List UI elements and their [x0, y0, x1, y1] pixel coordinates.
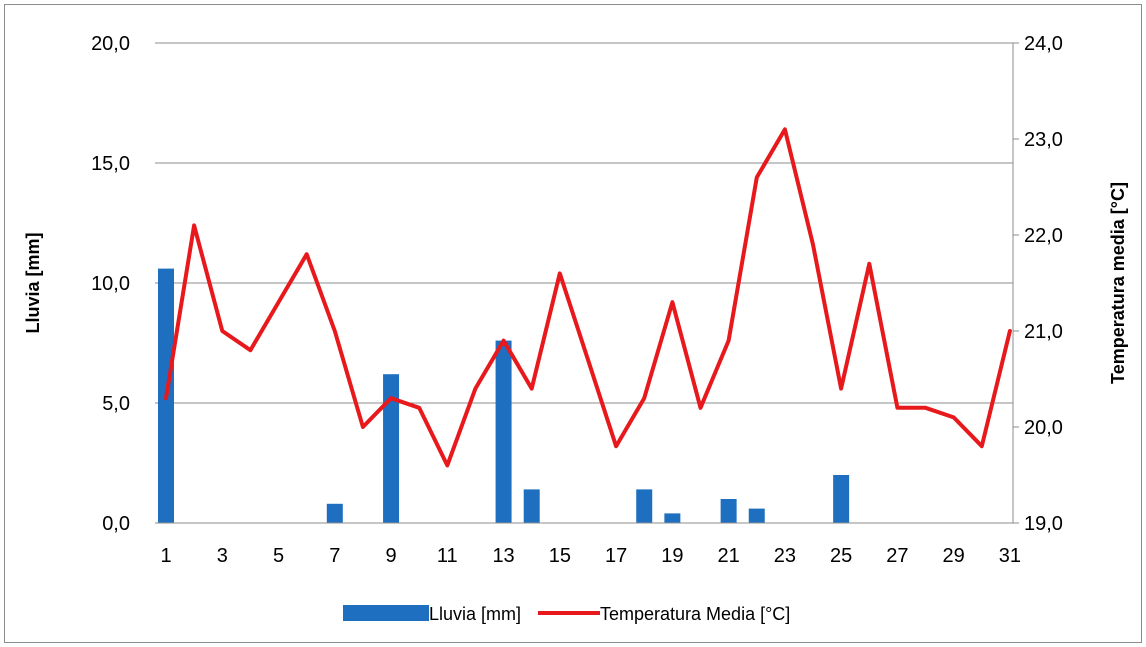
y2-tick-label: 19,0: [1024, 513, 1063, 535]
x-tick-label: 31: [999, 545, 1021, 567]
x-tick-label: 27: [886, 545, 908, 567]
rain-bar: [833, 475, 850, 523]
y-tick-label: 15,0: [91, 153, 130, 175]
rain-bar: [495, 340, 512, 523]
x-tick-label: 11: [437, 545, 458, 567]
temperature-series-line: [164, 127, 1012, 468]
x-tick-label: 13: [492, 545, 514, 567]
left-tick-labels: 0,0 5,0 10,0 15,0 20,0: [91, 33, 130, 535]
legend-bar-swatch: [343, 605, 429, 621]
x-tick-labels: 1 3 5 7 9 11 13 15 17 19 21 23 25 27 29 31: [160, 545, 1021, 567]
legend: Lluvia [mm] Temperatura Media [°C]: [343, 604, 790, 624]
y-tick-label: 5,0: [102, 393, 130, 415]
x-tick-label: 7: [329, 545, 340, 567]
x-tick-label: 21: [717, 545, 739, 567]
y-tick-label: 10,0: [91, 273, 130, 295]
right-tick-labels: 19,0 20,0 21,0 22,0 23,0 24,0: [1024, 33, 1063, 535]
rain-bar: [720, 499, 737, 523]
y2-tick-label: 22,0: [1024, 225, 1063, 247]
x-tick-label: 19: [661, 545, 683, 567]
y-tick-label: 20,0: [91, 33, 130, 55]
x-tick-label: 5: [273, 545, 284, 567]
y2-tick-label: 21,0: [1024, 321, 1063, 343]
x-tick-label: 25: [830, 545, 852, 567]
rain-bar: [383, 374, 400, 523]
x-tick-label: 1: [160, 545, 171, 567]
x-tick-label: 3: [217, 545, 228, 567]
y2-tick-label: 20,0: [1024, 417, 1063, 439]
y-axis-title: Lluvia [mm]: [23, 232, 43, 333]
temperature-line: [164, 127, 1012, 468]
rain-bar: [523, 489, 540, 523]
y2-tick-label: 23,0: [1024, 129, 1063, 151]
x-tick-label: 9: [385, 545, 396, 567]
legend-bar-label: Lluvia [mm]: [429, 604, 521, 624]
legend-line-label: Temperatura Media [°C]: [600, 604, 790, 624]
x-tick-label: 15: [549, 545, 571, 567]
y2-axis-title: Temperatura media [°C]: [1108, 182, 1128, 384]
x-tick-label: 23: [774, 545, 796, 567]
axes: [155, 42, 1019, 524]
rain-bar: [636, 489, 653, 523]
x-tick-label: 29: [943, 545, 965, 567]
rain-bar: [326, 503, 343, 523]
y2-tick-label: 24,0: [1024, 33, 1063, 55]
rain-bar: [664, 513, 681, 523]
x-tick-label: 17: [605, 545, 627, 567]
y-tick-label: 0,0: [102, 513, 130, 535]
rain-bar: [748, 508, 765, 523]
chart-border: [4, 4, 1142, 643]
